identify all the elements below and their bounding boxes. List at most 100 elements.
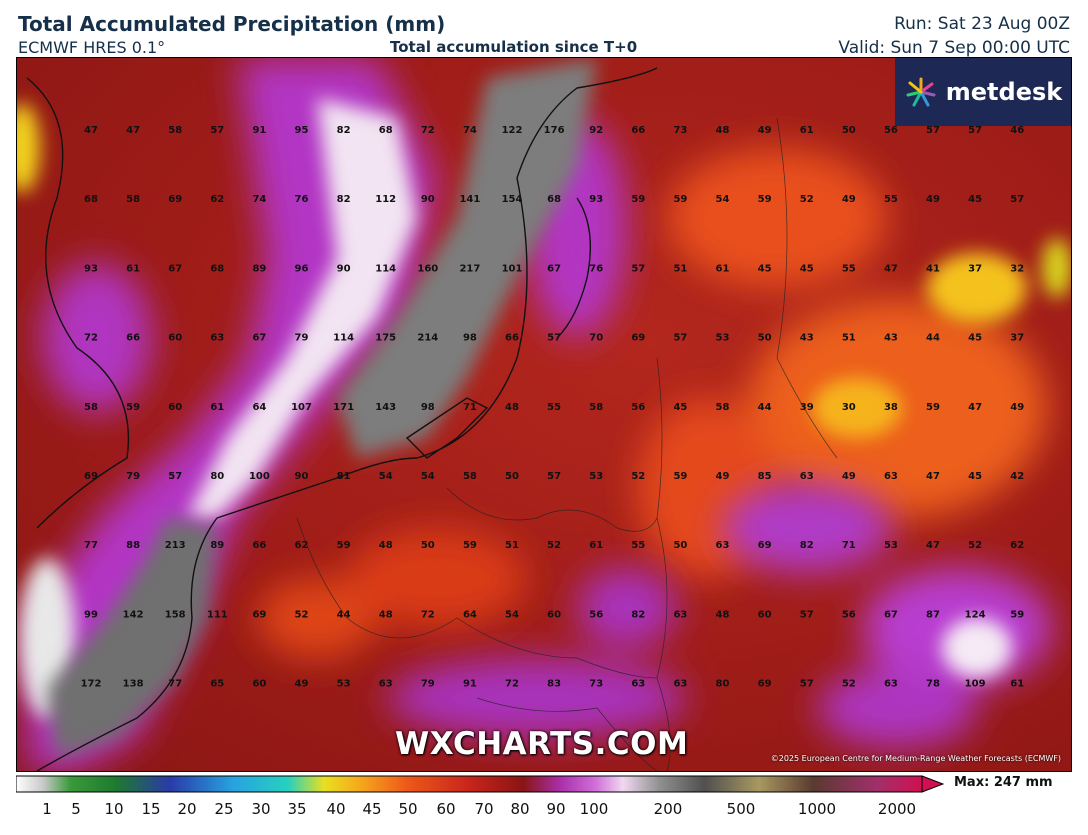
grid-value: 64 bbox=[463, 609, 477, 620]
grid-value: 47 bbox=[884, 263, 898, 274]
grid-value: 55 bbox=[884, 194, 898, 205]
grid-value: 68 bbox=[84, 194, 98, 205]
grid-value: 60 bbox=[758, 609, 772, 620]
grid-value: 59 bbox=[631, 194, 645, 205]
color-scale-tick: 90 bbox=[546, 800, 566, 818]
grid-value: 89 bbox=[252, 263, 266, 274]
grid-value: 143 bbox=[375, 402, 396, 413]
grid-value: 83 bbox=[547, 679, 561, 690]
grid-value: 141 bbox=[459, 194, 480, 205]
grid-value: 142 bbox=[123, 609, 144, 620]
grid-value: 69 bbox=[168, 194, 182, 205]
color-scale-tick: 200 bbox=[653, 800, 683, 818]
precip-field-grey bbox=[47, 58, 597, 758]
grid-value: 70 bbox=[589, 333, 603, 344]
grid-value: 60 bbox=[547, 609, 561, 620]
grid-value: 66 bbox=[505, 333, 519, 344]
wxcharts-watermark: WXCHARTS.COM bbox=[395, 726, 689, 762]
grid-value: 96 bbox=[295, 263, 309, 274]
grid-value: 122 bbox=[502, 125, 523, 136]
grid-value: 58 bbox=[589, 402, 603, 413]
chart-subtitle: Total accumulation since T+0 bbox=[390, 38, 638, 56]
grid-value: 42 bbox=[1010, 471, 1024, 482]
grid-value: 65 bbox=[210, 679, 224, 690]
grid-value: 124 bbox=[965, 609, 986, 620]
grid-value: 176 bbox=[544, 125, 565, 136]
grid-value: 62 bbox=[1010, 540, 1024, 551]
grid-value: 154 bbox=[502, 194, 523, 205]
grid-value: 61 bbox=[1010, 679, 1024, 690]
grid-value: 60 bbox=[168, 333, 182, 344]
grid-value: 93 bbox=[84, 263, 98, 274]
grid-value: 58 bbox=[126, 194, 140, 205]
grid-value: 160 bbox=[417, 263, 438, 274]
grid-value: 53 bbox=[589, 471, 603, 482]
grid-value: 82 bbox=[800, 540, 814, 551]
grid-value: 58 bbox=[84, 402, 98, 413]
grid-value: 44 bbox=[758, 402, 772, 413]
grid-value: 54 bbox=[421, 471, 435, 482]
grid-value: 79 bbox=[295, 333, 309, 344]
grid-value: 50 bbox=[421, 540, 435, 551]
grid-value: 59 bbox=[673, 194, 687, 205]
grid-value: 47 bbox=[926, 540, 940, 551]
grid-value: 92 bbox=[589, 125, 603, 136]
grid-value: 66 bbox=[126, 333, 140, 344]
grid-value: 72 bbox=[84, 333, 98, 344]
grid-value: 98 bbox=[463, 333, 477, 344]
color-scale-tick: 25 bbox=[214, 800, 234, 818]
grid-value: 63 bbox=[884, 679, 898, 690]
grid-value: 55 bbox=[842, 263, 856, 274]
grid-value: 98 bbox=[421, 402, 435, 413]
grid-value: 60 bbox=[168, 402, 182, 413]
valid-time: Valid: Sun 7 Sep 00:00 UTC bbox=[838, 38, 1070, 58]
precip-field-yellow bbox=[17, 103, 1071, 438]
grid-value: 85 bbox=[758, 471, 772, 482]
color-scale-tick: 1 bbox=[42, 800, 52, 818]
grid-value: 53 bbox=[716, 333, 730, 344]
precipitation-map[interactable]: 47 47 58 57 91 95 82 68 72 74 122 176 92 66 73 48 49 61 50… bbox=[16, 57, 1072, 772]
grid-value: 52 bbox=[631, 471, 645, 482]
grid-value: 80 bbox=[716, 679, 730, 690]
grid-value: 46 bbox=[1010, 125, 1024, 136]
metdesk-logo: metdesk bbox=[895, 58, 1071, 126]
color-scale-tick: 15 bbox=[141, 800, 161, 818]
grid-value: 60 bbox=[252, 679, 266, 690]
grid-value: 69 bbox=[758, 540, 772, 551]
grid-value: 63 bbox=[673, 679, 687, 690]
grid-value: 76 bbox=[295, 194, 309, 205]
grid-value: 79 bbox=[126, 471, 140, 482]
run-time: Run: Sat 23 Aug 00Z bbox=[894, 14, 1070, 34]
grid-value: 82 bbox=[337, 194, 351, 205]
grid-value: 63 bbox=[673, 609, 687, 620]
grid-value: 68 bbox=[210, 263, 224, 274]
grid-value: 81 bbox=[337, 471, 351, 482]
grid-value: 49 bbox=[295, 679, 309, 690]
grid-value: 72 bbox=[421, 125, 435, 136]
grid-value: 72 bbox=[421, 609, 435, 620]
grid-value: 48 bbox=[716, 125, 730, 136]
grid-value: 79 bbox=[421, 679, 435, 690]
grid-value: 214 bbox=[417, 333, 438, 344]
map-canvas: 47 47 58 57 91 95 82 68 72 74 122 176 92 66 73 48 49 61 50… bbox=[17, 58, 1071, 771]
grid-value: 172 bbox=[81, 679, 102, 690]
grid-value: 90 bbox=[421, 194, 435, 205]
metdesk-flower-icon bbox=[906, 77, 936, 107]
grid-value: 45 bbox=[800, 263, 814, 274]
grid-value: 89 bbox=[210, 540, 224, 551]
grid-value: 74 bbox=[252, 194, 266, 205]
grid-value: 50 bbox=[842, 125, 856, 136]
grid-value: 87 bbox=[926, 609, 940, 620]
grid-value: 49 bbox=[758, 125, 772, 136]
color-scale-tick: 35 bbox=[287, 800, 307, 818]
grid-value: 77 bbox=[168, 679, 182, 690]
grid-value: 37 bbox=[1010, 333, 1024, 344]
color-scale-tick: 500 bbox=[726, 800, 756, 818]
grid-value: 45 bbox=[968, 333, 982, 344]
grid-value: 47 bbox=[84, 125, 98, 136]
grid-value: 69 bbox=[84, 471, 98, 482]
grid-value: 95 bbox=[295, 125, 309, 136]
grid-value: 88 bbox=[126, 540, 140, 551]
grid-value: 48 bbox=[379, 609, 393, 620]
grid-value: 99 bbox=[84, 609, 98, 620]
